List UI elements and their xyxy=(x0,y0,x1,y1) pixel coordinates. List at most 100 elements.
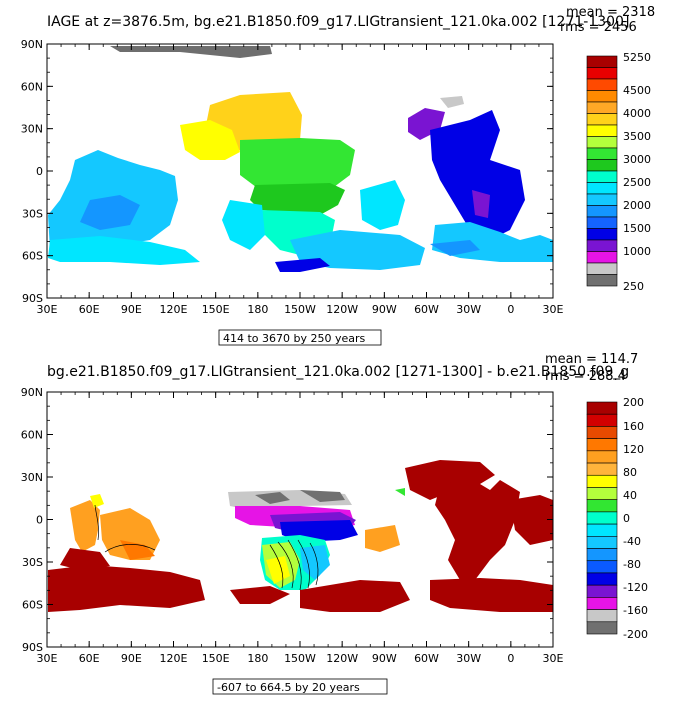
top-mean: mean = 2318 xyxy=(566,5,655,20)
lat-tick-label: 30S xyxy=(22,556,43,569)
lat-tick-label: 60S xyxy=(22,250,43,263)
lon-tick-label: 60W xyxy=(414,303,439,316)
colorbar-label: 4000 xyxy=(623,107,651,120)
colorbar-label: 250 xyxy=(623,280,644,293)
lon-tick-label: 150W xyxy=(284,303,316,316)
lon-tick-label: 150E xyxy=(202,303,230,316)
top-rms: rms = 2456 xyxy=(560,20,637,35)
lon-tick-label: 120W xyxy=(326,652,358,665)
colorbar-swatch xyxy=(586,124,618,137)
colorbar-label: -160 xyxy=(623,604,648,617)
lon-tick-label: 30E xyxy=(543,652,564,665)
colorbar-swatch xyxy=(586,597,618,610)
colorbar-swatch xyxy=(586,205,618,218)
lon-tick-label: 120W xyxy=(326,303,358,316)
bottom-rms: rms = 288.4 xyxy=(545,369,626,384)
colorbar-swatch xyxy=(586,136,618,149)
lat-tick-label: 30N xyxy=(21,471,43,484)
colorbar-swatch xyxy=(586,67,618,80)
bottom-mean: mean = 114.7 xyxy=(545,352,638,367)
colorbar-label: 3000 xyxy=(623,153,651,166)
lat-tick-label: 30N xyxy=(21,123,43,136)
colorbar-swatch xyxy=(586,584,618,598)
colorbar-swatch xyxy=(586,572,618,586)
lat-tick-label: 90N xyxy=(21,386,43,399)
colorbar-swatch xyxy=(586,487,618,500)
colorbar-label: -200 xyxy=(623,628,648,641)
colorbar-swatch xyxy=(586,450,618,464)
colorbar-label: 160 xyxy=(623,420,644,433)
lon-tick-label: 90E xyxy=(121,303,142,316)
bottom-colorbar: 200 160 120 80 40 0 -40 -80 -120 -160 -200 xyxy=(586,396,648,641)
colorbar-swatch xyxy=(586,78,618,91)
colorbar-label: 2000 xyxy=(623,199,651,212)
lon-tick-label: 30E xyxy=(37,303,58,316)
colorbar-label: 1500 xyxy=(623,222,651,235)
lon-tick-label: 90E xyxy=(121,652,142,665)
colorbar-swatch xyxy=(586,251,618,264)
lon-tick-label: 0 xyxy=(507,303,514,316)
lat-tick-label: 60N xyxy=(21,429,43,442)
lon-tick-label: 90W xyxy=(372,303,397,316)
lat-tick-label: 60S xyxy=(22,599,43,612)
colorbar-swatch xyxy=(586,101,618,114)
colorbar-swatch xyxy=(586,193,618,206)
lon-tick-label: 0 xyxy=(507,652,514,665)
lat-tick-label: 90S xyxy=(22,292,43,305)
colorbar-swatch xyxy=(586,262,618,275)
lon-tick-label: 30W xyxy=(456,652,481,665)
colorbar-swatch xyxy=(586,239,618,252)
lon-tick-label: 180 xyxy=(247,652,268,665)
lon-tick-label: 150E xyxy=(202,652,230,665)
colorbar-label: 0 xyxy=(623,512,630,525)
lon-tick-label: 120E xyxy=(160,303,188,316)
top-axes: 90N 60N 30N 0 30S 60S 90S 30E 60E 90E 120E 150E 180… xyxy=(21,38,564,316)
bottom-axes: 90N 60N 30N 0 30S 60S 90S 30E 60E 90E 120E 150E 180… xyxy=(21,386,564,665)
bottom-range-label: -607 to 664.5 by 20 years xyxy=(217,681,360,694)
lat-tick-label: 0 xyxy=(36,514,43,527)
colorbar-swatch xyxy=(586,511,618,525)
colorbar-swatch xyxy=(586,474,618,488)
colorbar-swatch xyxy=(586,536,618,549)
lon-tick-label: 60W xyxy=(414,652,439,665)
colorbar-swatch xyxy=(586,274,618,287)
lon-tick-label: 60E xyxy=(79,303,100,316)
colorbar-swatch xyxy=(586,147,618,160)
colorbar-swatch xyxy=(586,499,618,513)
lon-tick-label: 30E xyxy=(543,303,564,316)
top-map xyxy=(47,44,553,298)
lat-tick-label: 60N xyxy=(21,80,43,93)
bottom-panel: bg.e21.B1850.f09_g17.LIGtransient_121.0k… xyxy=(21,352,648,695)
colorbar-swatch xyxy=(586,401,618,415)
colorbar-swatch xyxy=(586,216,618,229)
top-title: IAGE at z=3876.5m, bg.e21.B1850.f09_g17.… xyxy=(47,14,629,30)
colorbar-label: 4500 xyxy=(623,84,651,97)
colorbar-swatch xyxy=(586,548,618,562)
bottom-map xyxy=(47,392,553,647)
top-panel: IAGE at z=3876.5m, bg.e21.B1850.f09_g17.… xyxy=(21,5,655,346)
colorbar-swatch xyxy=(586,621,618,635)
lat-tick-label: 0 xyxy=(36,165,43,178)
colorbar-swatch xyxy=(586,113,618,126)
colorbar-swatch xyxy=(586,182,618,195)
colorbar-label: 120 xyxy=(623,443,644,456)
colorbar-swatch xyxy=(586,90,618,103)
colorbar-label: 200 xyxy=(623,396,644,409)
lon-tick-label: 120E xyxy=(160,652,188,665)
colorbar-swatch xyxy=(586,170,618,183)
lon-tick-label: 30E xyxy=(37,652,58,665)
lat-tick-label: 90N xyxy=(21,38,43,51)
colorbar-swatch xyxy=(586,159,618,172)
lat-tick-label: 30S xyxy=(22,207,43,220)
colorbar-swatch xyxy=(586,523,618,537)
bottom-title: bg.e21.B1850.f09_g17.LIGtransient_121.0k… xyxy=(47,364,629,380)
colorbar-swatch xyxy=(586,55,618,68)
lon-tick-label: 60E xyxy=(79,652,100,665)
colorbar-label: 5250 xyxy=(623,51,651,64)
colorbar-label: 40 xyxy=(623,489,637,502)
colorbar-swatch xyxy=(586,462,618,476)
colorbar-swatch xyxy=(586,413,618,427)
colorbar-swatch xyxy=(586,228,618,241)
colorbar-label: -40 xyxy=(623,535,641,548)
